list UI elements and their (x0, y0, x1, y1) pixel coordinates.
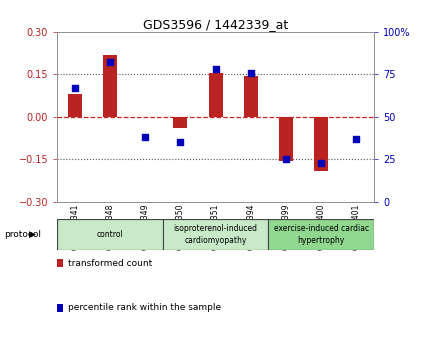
Point (106, 59, 114, 65)
Point (177, 139, 184, 145)
Point (353, 136, 360, 142)
Bar (314, 117, 328, 171)
Text: protocol: protocol (4, 230, 41, 239)
Title: GDS3596 / 1442339_at: GDS3596 / 1442339_at (143, 18, 288, 31)
Text: exercise-induced cardiac
hypertrophy: exercise-induced cardiac hypertrophy (274, 224, 369, 245)
Point (71, 85, 78, 91)
Point (212, 67, 219, 72)
Text: percentile rank within the sample: percentile rank within the sample (68, 303, 221, 312)
Bar (268, 219, 374, 250)
Bar (163, 219, 268, 250)
Bar (209, 73, 223, 117)
Bar (244, 76, 258, 117)
Bar (173, 117, 187, 128)
Bar (68, 94, 82, 117)
Point (282, 156, 290, 162)
Bar (103, 55, 117, 117)
Point (247, 70, 254, 75)
Text: control: control (97, 230, 123, 239)
Text: transformed count: transformed count (68, 259, 152, 268)
Bar (279, 117, 293, 161)
Text: isoproterenol-induced
cardiomyopathy: isoproterenol-induced cardiomyopathy (174, 224, 257, 245)
Point (142, 135, 149, 140)
Text: ▶: ▶ (29, 230, 36, 239)
Bar (57, 219, 163, 250)
Point (318, 160, 325, 166)
